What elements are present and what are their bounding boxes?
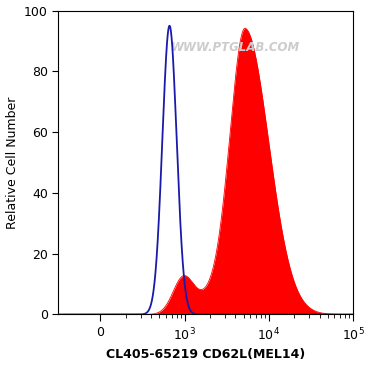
Text: WWW.PTGLAB.COM: WWW.PTGLAB.COM [171,40,300,54]
X-axis label: CL405-65219 CD62L(MEL14): CL405-65219 CD62L(MEL14) [106,348,305,361]
Y-axis label: Relative Cell Number: Relative Cell Number [6,96,18,229]
